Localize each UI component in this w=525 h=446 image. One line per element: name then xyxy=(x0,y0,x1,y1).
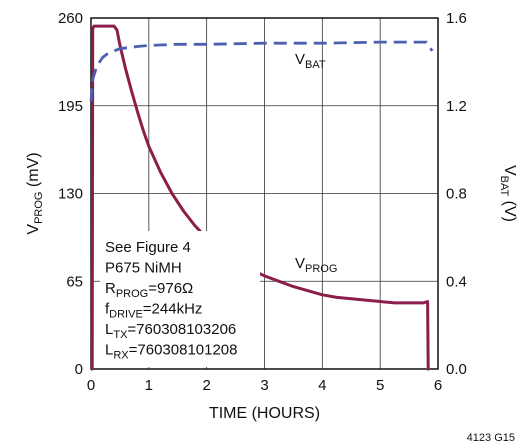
x-tick-label: 5 xyxy=(376,377,384,394)
x-tick-label: 2 xyxy=(202,377,210,394)
x-tick-label: 4 xyxy=(318,377,326,394)
annotation-line: RPROG=976Ω xyxy=(105,280,193,300)
annotation-symbol: f xyxy=(105,301,110,318)
annotation-subscript: RX xyxy=(113,350,129,362)
y-right-tick-label: 1.6 xyxy=(446,10,467,27)
series-label-vbat-sub: BAT xyxy=(305,59,326,71)
x-tick-label: 6 xyxy=(434,377,442,394)
y-left-tick-label: 260 xyxy=(58,10,83,27)
x-tick-label: 3 xyxy=(260,377,268,394)
annotation-line: fDRIVE=244kHz xyxy=(105,301,202,321)
series-label-vbat-main: V xyxy=(295,51,305,68)
x-axis-title: TIME (HOURS) xyxy=(209,405,320,422)
annotation-subscript: TX xyxy=(113,329,128,341)
annotation-symbol: R xyxy=(105,280,116,297)
y-axis-left-title-sub: PROG xyxy=(33,192,45,224)
y-axis-left-title-unit: (mV) xyxy=(25,152,42,191)
series-label-vprog: VPROG xyxy=(295,255,337,275)
annotation-line: LTX=760308103206 xyxy=(105,321,236,341)
x-tick-label: 1 xyxy=(145,377,153,394)
y-axis-right-title-unit: (V) xyxy=(501,196,518,222)
annotation-value: =760308103206 xyxy=(127,321,236,338)
y-axis-left-title: VPROG (mV) xyxy=(25,152,45,234)
y-right-tick-label: 0.0 xyxy=(446,361,467,378)
annotation-value: =760308101208 xyxy=(129,342,238,359)
annotation-line: LRX=760308101208 xyxy=(105,342,238,362)
y-left-tick-label: 0 xyxy=(75,361,83,378)
annotation-background xyxy=(100,231,260,367)
annotation-symbol: L xyxy=(105,321,113,338)
x-ticks: 0 1 2 3 4 5 6 xyxy=(87,377,442,394)
y-axis-right-title: VBAT (V) xyxy=(498,165,518,222)
y-right-tick-label: 1.2 xyxy=(446,98,467,115)
annotation-subscript: PROG xyxy=(116,288,148,300)
x-tick-label: 0 xyxy=(87,377,95,394)
annotation-value: =244kHz xyxy=(143,301,203,318)
y-axis-right-title-main: V xyxy=(501,165,518,176)
annotation-value: =976Ω xyxy=(148,280,193,297)
series-label-vprog-sub: PROG xyxy=(305,263,337,275)
y-left-tick-label: 130 xyxy=(58,186,83,203)
y-axis-right-title-sub: BAT xyxy=(498,176,510,197)
annotation-symbol: L xyxy=(105,342,113,359)
y-right-tick-label: 0.8 xyxy=(446,186,467,203)
series-label-vprog-main: V xyxy=(295,255,305,272)
series-line-v-bat xyxy=(89,40,434,102)
series-label-vbat: VBAT xyxy=(295,51,326,71)
y-left-ticks: 0 65 130 195 260 xyxy=(58,10,83,378)
y-left-tick-label: 65 xyxy=(66,273,83,290)
annotation-subscript: DRIVE xyxy=(109,309,143,321)
y-right-ticks: 0.0 0.4 0.8 1.2 1.6 xyxy=(446,10,467,378)
y-left-tick-label: 195 xyxy=(58,98,83,115)
annotation-line: P675 NiMH xyxy=(105,260,182,277)
figure-code: 4123 G15 xyxy=(467,432,515,444)
y-right-tick-label: 0.4 xyxy=(446,273,467,290)
annotation-line: See Figure 4 xyxy=(105,239,191,256)
y-axis-left-title-main: V xyxy=(25,224,42,235)
